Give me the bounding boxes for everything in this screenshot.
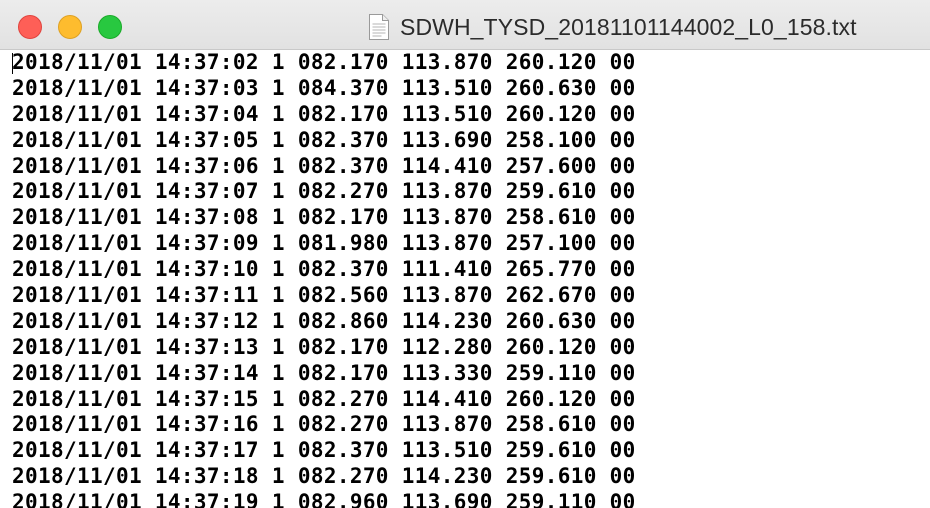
text-line[interactable]: 2018/11/01 14:37:16 1 082.270 113.870 25… xyxy=(12,412,636,437)
text-line[interactable]: 2018/11/01 14:37:11 1 082.560 113.870 26… xyxy=(12,283,636,308)
text-line[interactable]: 2018/11/01 14:37:15 1 082.270 114.410 26… xyxy=(12,386,636,411)
text-document-icon[interactable] xyxy=(368,13,390,41)
zoom-button[interactable] xyxy=(98,15,122,39)
text-line[interactable]: 2018/11/01 14:37:04 1 082.170 113.510 26… xyxy=(12,101,636,126)
text-line[interactable]: 2018/11/01 14:37:19 1 082.960 113.690 25… xyxy=(12,490,636,508)
text-line[interactable]: 2018/11/01 14:37:09 1 081.980 113.870 25… xyxy=(12,231,636,256)
title-bar[interactable]: SDWH_TYSD_20181101144002_L0_158.txt xyxy=(0,0,930,50)
text-line[interactable]: 2018/11/01 14:37:17 1 082.370 113.510 25… xyxy=(12,438,636,463)
text-line[interactable]: 2018/11/01 14:37:10 1 082.370 111.410 26… xyxy=(12,257,636,282)
text-line[interactable]: 2018/11/01 14:37:03 1 084.370 113.510 26… xyxy=(12,75,636,100)
text-line[interactable]: 2018/11/01 14:37:13 1 082.170 112.280 26… xyxy=(12,334,636,359)
text-content-area[interactable]: 2018/11/01 14:37:02 1 082.170 113.870 26… xyxy=(0,50,930,508)
text-line[interactable]: 2018/11/01 14:37:07 1 082.270 113.870 25… xyxy=(12,179,636,204)
window-title: SDWH_TYSD_20181101144002_L0_158.txt xyxy=(368,12,857,42)
close-button[interactable] xyxy=(18,15,42,39)
minimize-button[interactable] xyxy=(58,15,82,39)
window-title-text: SDWH_TYSD_20181101144002_L0_158.txt xyxy=(400,13,857,40)
text-lines: 2018/11/01 14:37:02 1 082.170 113.870 26… xyxy=(12,50,636,508)
text-line[interactable]: 2018/11/01 14:37:05 1 082.370 113.690 25… xyxy=(12,127,636,152)
text-line[interactable]: 2018/11/01 14:37:14 1 082.170 113.330 25… xyxy=(12,360,636,385)
text-caret xyxy=(12,53,13,74)
text-line[interactable]: 2018/11/01 14:37:08 1 082.170 113.870 25… xyxy=(12,205,636,230)
text-line[interactable]: 2018/11/01 14:37:12 1 082.860 114.230 26… xyxy=(12,308,636,333)
text-line[interactable]: 2018/11/01 14:37:02 1 082.170 113.870 26… xyxy=(12,50,636,74)
text-line[interactable]: 2018/11/01 14:37:06 1 082.370 114.410 25… xyxy=(12,153,636,178)
text-line[interactable]: 2018/11/01 14:37:18 1 082.270 114.230 25… xyxy=(12,464,636,489)
